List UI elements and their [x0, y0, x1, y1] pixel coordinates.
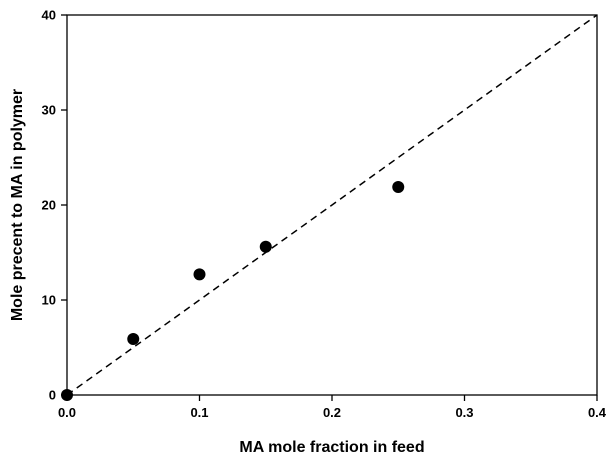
y-tick-label: 30: [42, 103, 56, 118]
data-point: [193, 268, 206, 281]
y-tick-label: 40: [42, 8, 56, 23]
reference-line: [66, 14, 598, 396]
x-tick-label: 0.3: [455, 405, 473, 420]
data-point: [61, 389, 73, 401]
x-tick-label: 0.1: [190, 405, 208, 420]
x-tick-label: 0.0: [58, 405, 76, 420]
x-tick-label: 0.4: [588, 405, 607, 420]
data-point: [259, 240, 272, 253]
x-tick-label: 0.2: [323, 405, 341, 420]
x-axis-label: MA mole fraction in feed: [239, 439, 424, 456]
y-tick-label: 20: [42, 198, 56, 213]
y-tick-label: 10: [42, 293, 56, 308]
data-point: [392, 180, 405, 193]
y-tick-label: 0: [49, 388, 56, 403]
plot-area: 0.0 0.1 0.2 0.3 0.4 0 10 20 30 40: [42, 8, 607, 421]
y-axis-label: Mole precent to MA in polymer: [9, 89, 26, 321]
data-point: [127, 332, 140, 345]
